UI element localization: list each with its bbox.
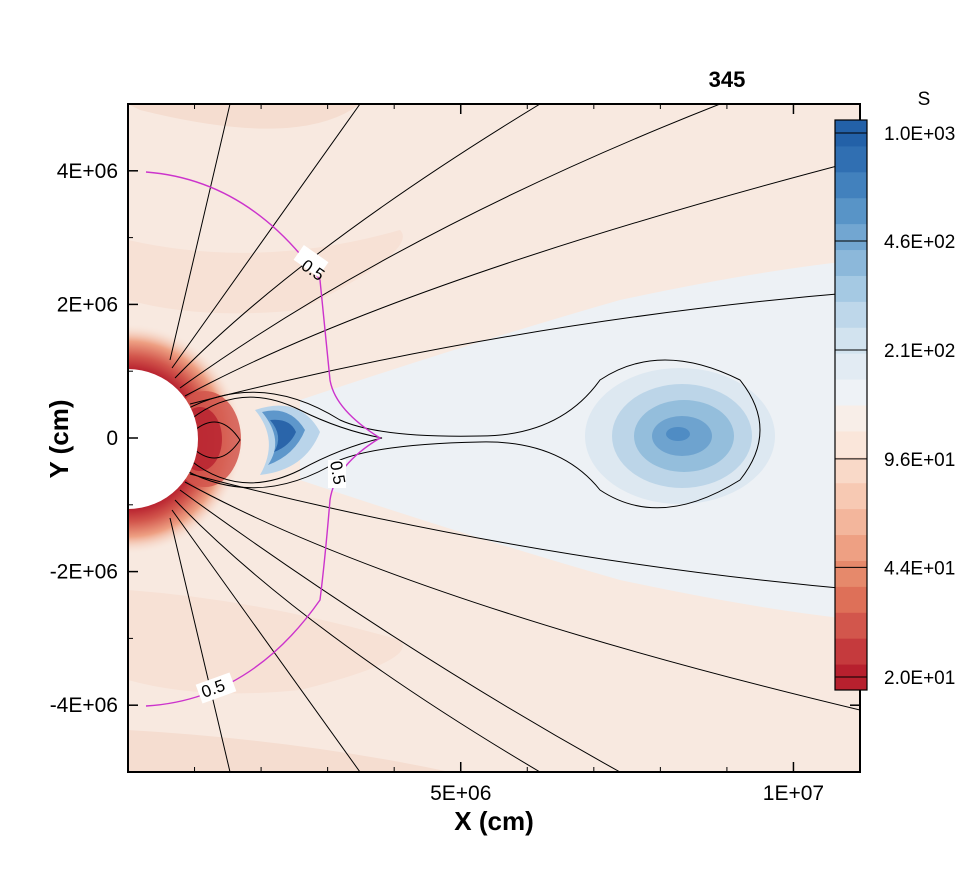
colorbar-tick-label: 4.6E+02: [884, 232, 955, 253]
colorbar-frame: [834, 119, 868, 691]
plot-area: [128, 104, 860, 772]
colorbar-swatch: [835, 612, 867, 639]
obstacle: [128, 369, 198, 509]
field-band: [128, 590, 403, 694]
colorbar-swatch: [835, 275, 867, 302]
colorbar-swatch: [835, 145, 867, 173]
contour-label: 0.5: [326, 459, 349, 486]
colorbar-swatch: [835, 327, 867, 354]
x-tick-label: 1E+07: [763, 782, 824, 805]
x-axis-label: X (cm): [454, 806, 533, 836]
y-tick-label: 0: [106, 427, 118, 450]
tail-region: [300, 260, 860, 620]
x-tick-label: 5E+06: [430, 782, 491, 805]
y-axis: 4E+06 2E+06 0 -2E+06 -4E+06: [50, 103, 860, 773]
colorbar-swatch: [835, 430, 867, 458]
colorbar-swatch: [835, 405, 867, 432]
colorbar-swatch: [835, 508, 867, 536]
y-axis-label: Y (cm): [44, 400, 74, 479]
x-axis: 5E+06 1E+07: [194, 104, 824, 805]
colorbar-tick-label: 1.0E+03: [884, 124, 955, 145]
colorbar-swatch: [835, 301, 867, 328]
colorbar-tick-label: 4.4E+01: [884, 558, 955, 579]
colorbar-label: S: [918, 89, 931, 110]
colorbar-tick-label: 2.1E+02: [884, 341, 955, 362]
colorbar-swatch: [835, 560, 867, 587]
colorbar-swatch: [835, 638, 867, 665]
field-band: [128, 230, 403, 314]
y-tick-label: 2E+06: [57, 293, 118, 316]
field-band: [128, 104, 360, 129]
colorbar-tick-label: 9.6E+01: [884, 450, 955, 471]
colorbar-swatch: [835, 482, 867, 510]
colorbar-swatch: [835, 223, 867, 251]
y-tick-label: -2E+06: [50, 561, 118, 584]
colorbar-tick-label: 2.0E+01: [884, 668, 955, 689]
wake-crescent-deep: [270, 419, 296, 452]
colorbar-swatch: [835, 249, 867, 276]
colorbar: 1.0E+03 4.6E+02 2.1E+02 9.6E+01 4.4E+01 2.0E+…: [834, 119, 955, 691]
y-tick-label: 4E+06: [57, 160, 118, 183]
colorbar-swatch: [835, 586, 867, 613]
colorbar-swatch: [835, 456, 867, 484]
field-lines: [169, 104, 860, 772]
colorbar-swatch: [835, 379, 867, 406]
plasmoid-center: [666, 427, 690, 441]
chart-title: 345: [709, 67, 746, 92]
colorbar-swatch: [835, 534, 867, 561]
colorbar-swatch: [835, 353, 867, 380]
colorbar-swatch: [835, 197, 867, 225]
field-band: [128, 730, 450, 772]
colorbar-swatch: [835, 171, 867, 199]
y-tick-label: -4E+06: [50, 694, 118, 717]
